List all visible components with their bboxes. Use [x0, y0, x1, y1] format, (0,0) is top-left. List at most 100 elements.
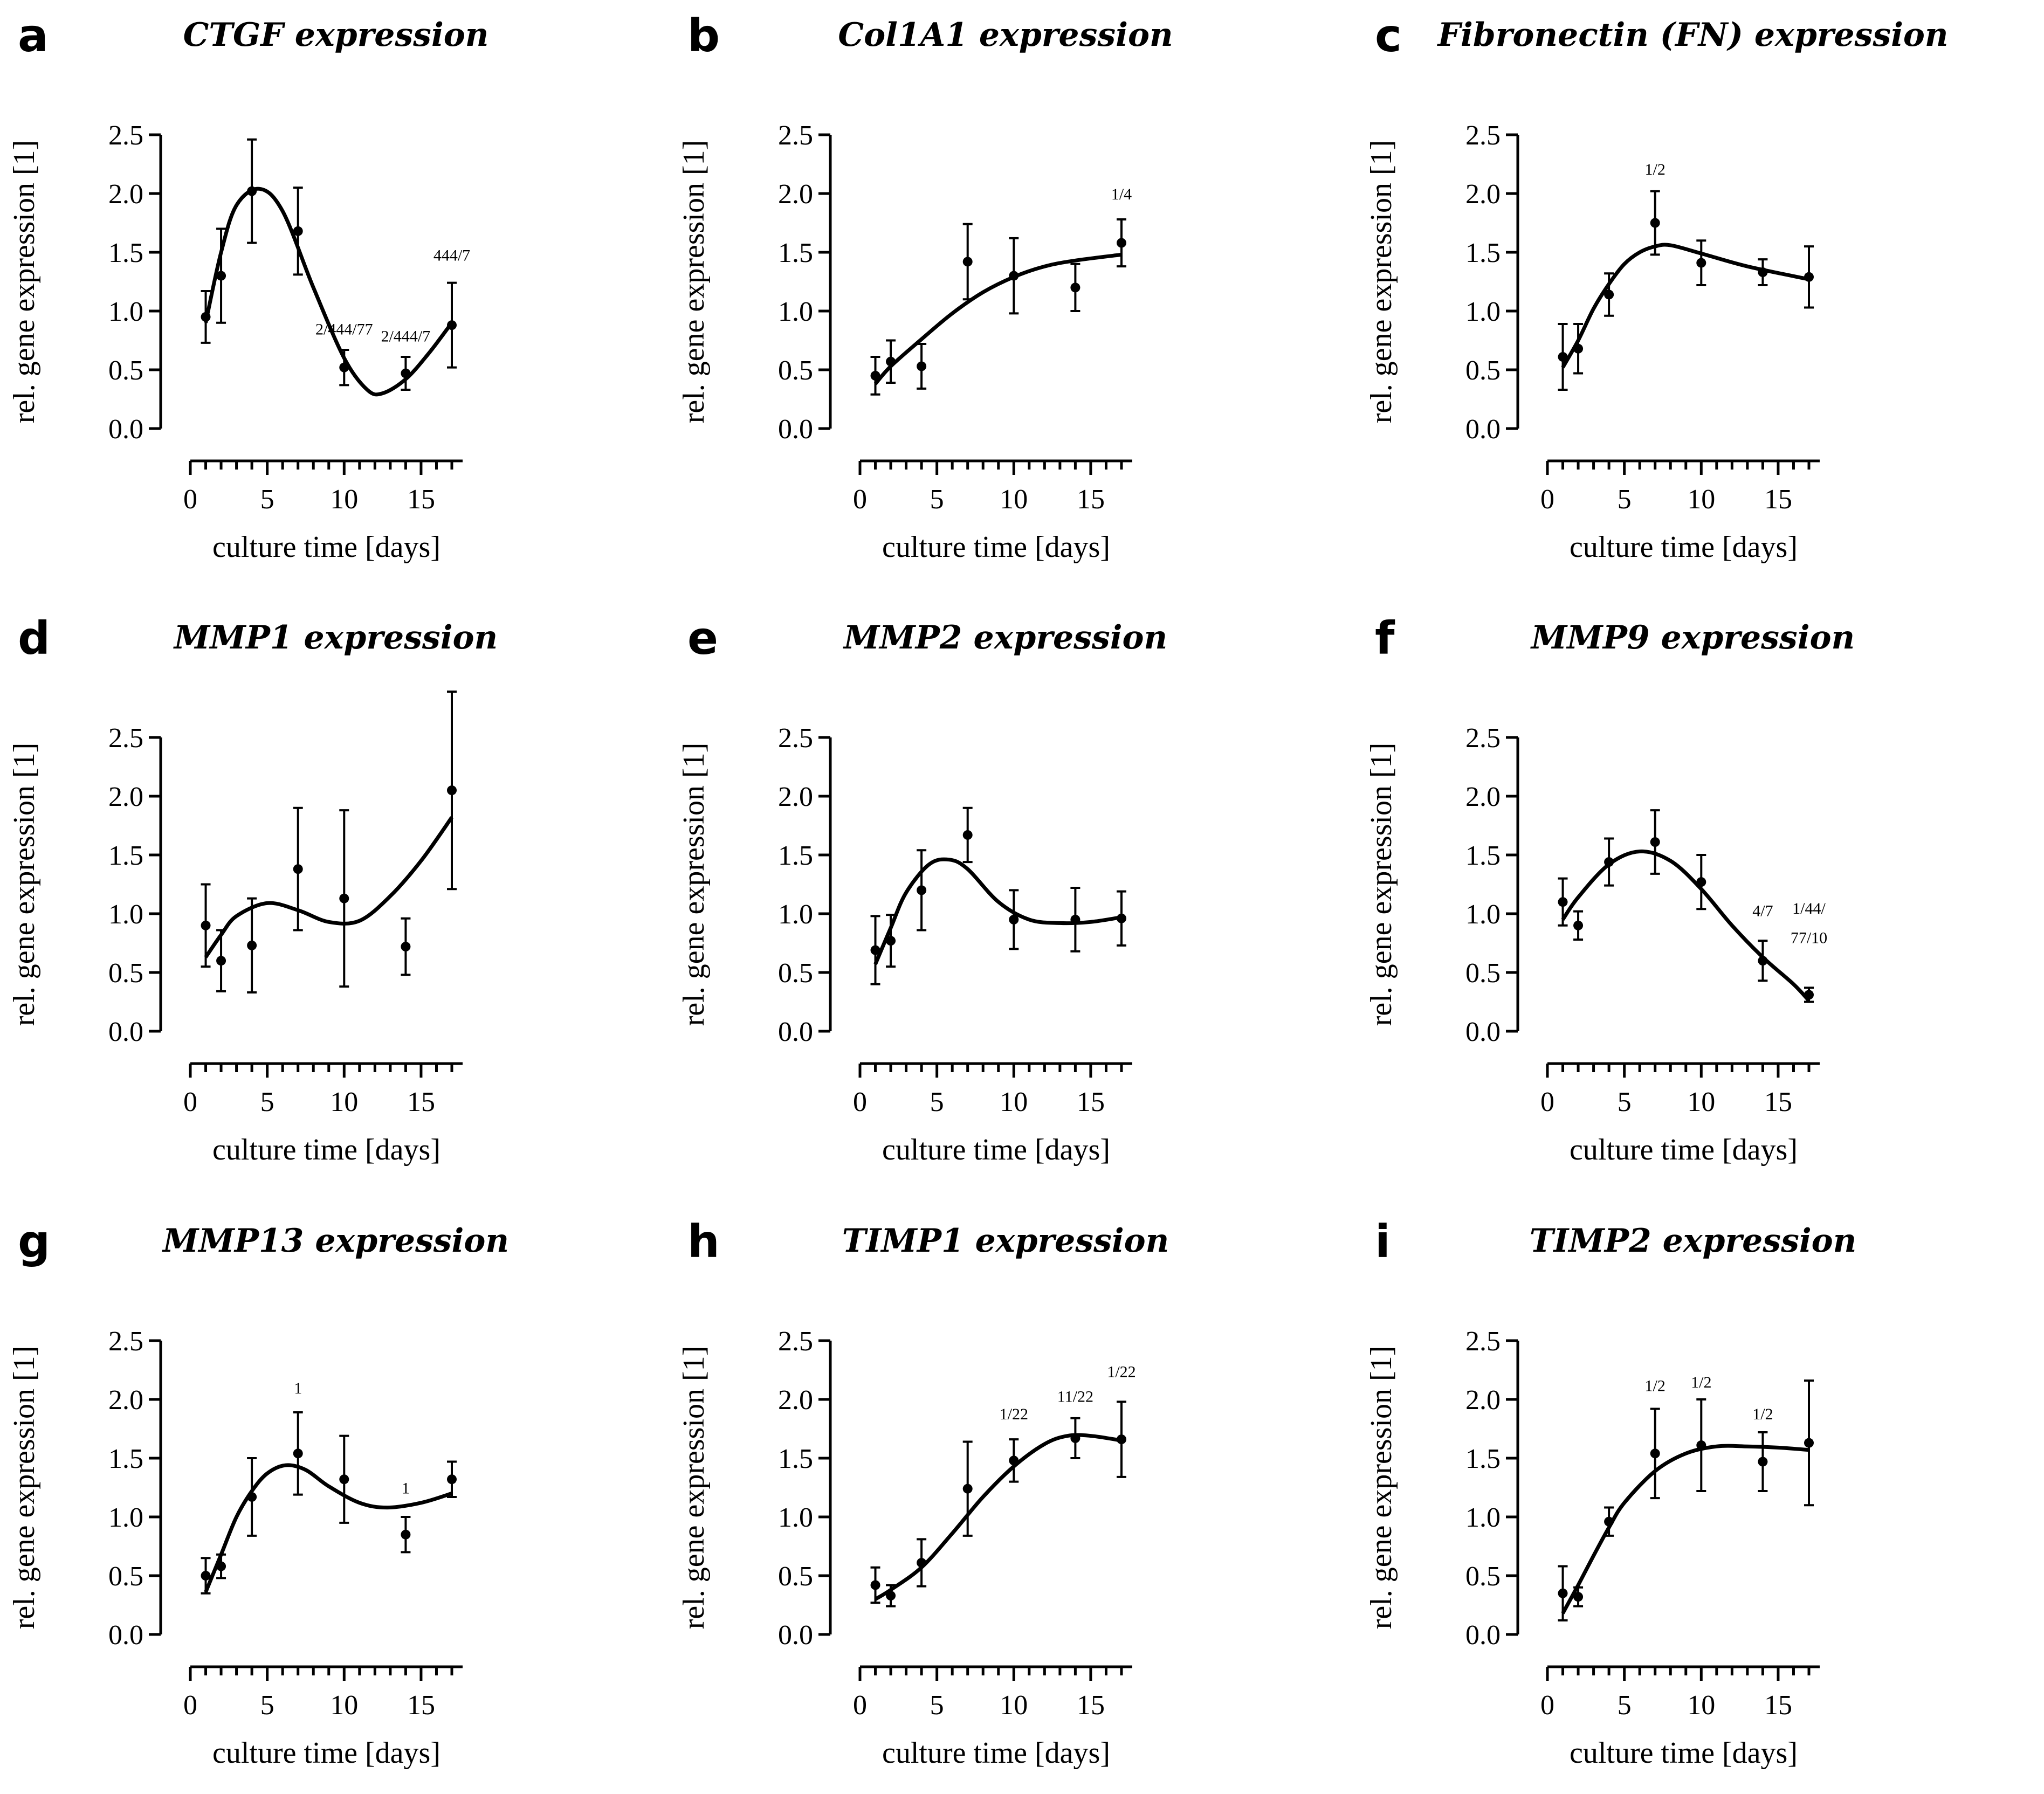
significance-label: 444/7 [433, 246, 470, 264]
x-tick-label: 15 [407, 1690, 435, 1721]
x-tick-label: 0 [853, 1690, 867, 1721]
data-point-group [1758, 940, 1768, 982]
data-point [1070, 914, 1081, 924]
data-point-group [339, 348, 349, 387]
chart-panel-f: f MMP9 expression 0.0 0.5 1.0 1.5 2.0 2.5 rel. g… [1365, 612, 1855, 1167]
panel-title: MMP2 expression [843, 619, 1167, 657]
panel-title: MMP9 expression [1530, 619, 1855, 657]
data-point-group [1558, 322, 1568, 391]
x-axis-label: culture time [days] [212, 1133, 441, 1167]
data-point-group [216, 929, 226, 992]
data-point-group [1604, 837, 1614, 887]
y-tick-label: 1.0 [108, 1502, 143, 1533]
data-point-group [1758, 1431, 1768, 1493]
x-axis-label: culture time [days] [212, 1736, 441, 1770]
fit-curve [1561, 243, 1809, 369]
data-point [293, 226, 303, 236]
data-point [216, 1561, 226, 1571]
data-point-group [1573, 322, 1584, 375]
y-tick-label: 0.5 [108, 1561, 143, 1592]
data-point [201, 312, 211, 322]
significance-label: 1/22 [1000, 1405, 1028, 1423]
panel-letter: g [18, 1215, 50, 1268]
chart-panel-h: h TIMP1 expression 0.0 0.5 1.0 1.5 2.0 2.5 rel. … [677, 1215, 1169, 1770]
y-tick-label: 0.0 [1465, 414, 1501, 445]
y-axis-label: rel. gene expression [1] [8, 140, 41, 424]
data-point-group [1804, 245, 1814, 309]
data-point-group [247, 1457, 257, 1537]
x-tick-label: 10 [1687, 484, 1715, 515]
data-point [886, 356, 896, 367]
data-point [1573, 920, 1584, 930]
significance-label: 4/7 [1752, 902, 1773, 920]
y-tick-label: 0.5 [778, 1561, 813, 1592]
x-tick-label: 5 [1618, 1087, 1632, 1117]
y-tick-label: 0.0 [778, 414, 813, 445]
data-point-group [1009, 889, 1019, 950]
x-tick-label: 0 [183, 1690, 197, 1721]
panel-title: TIMP2 expression [1530, 1222, 1857, 1260]
panel-title: CTGF expression [183, 16, 489, 54]
y-tick-label: 2.5 [108, 120, 143, 151]
y-tick-label: 0.5 [108, 355, 143, 386]
data-point [962, 830, 973, 840]
y-tick-label: 1.5 [1465, 840, 1501, 871]
panel-title: MMP1 expression [173, 619, 498, 657]
y-tick-label: 0.0 [108, 1017, 143, 1047]
data-point [247, 186, 257, 196]
panel-title: Col1A1 expression [838, 16, 1173, 54]
y-tick-label: 1.0 [1465, 899, 1501, 930]
data-point-group [201, 289, 211, 344]
y-tick-label: 0.0 [778, 1017, 813, 1047]
data-point-group [293, 806, 303, 932]
significance-label: 1/2 [1645, 161, 1666, 178]
x-tick-label: 10 [1687, 1690, 1715, 1721]
data-point-group [886, 339, 896, 384]
x-tick-label: 5 [260, 1087, 274, 1117]
data-point [447, 320, 457, 330]
x-tick-label: 0 [1540, 1087, 1554, 1117]
data-point-group [870, 356, 880, 396]
data-point-group [917, 849, 927, 932]
data-point [886, 1591, 896, 1601]
data-point-group [339, 809, 349, 988]
data-point [886, 936, 896, 946]
x-tick-label: 0 [1540, 484, 1554, 515]
data-point-group [447, 1460, 457, 1498]
chart-panel-e: e MMP2 expression 0.0 0.5 1.0 1.5 2.0 2.5 rel. g… [677, 612, 1167, 1167]
significance-label: 1 [294, 1379, 302, 1397]
significance-label: 1/22 [1107, 1363, 1135, 1381]
data-point-group [1070, 1417, 1081, 1459]
data-point [401, 368, 411, 378]
significance-label: 1/2 [1752, 1405, 1773, 1423]
data-point-group [1604, 1506, 1614, 1537]
y-tick-label: 0.0 [778, 1620, 813, 1651]
data-point-group [447, 281, 457, 369]
y-tick-label: 2.5 [1465, 1326, 1501, 1357]
panel-letter: f [1375, 612, 1395, 665]
y-tick-label: 0.5 [108, 958, 143, 989]
fit-curve [873, 252, 1122, 385]
y-tick-label: 2.0 [108, 179, 143, 210]
data-point-group [216, 1553, 226, 1579]
panel-letter: d [18, 612, 50, 665]
panel-title: TIMP1 expression [842, 1222, 1169, 1260]
data-point-group [962, 806, 973, 864]
data-point-group [247, 897, 257, 994]
data-point [1604, 289, 1614, 300]
y-tick-label: 2.0 [778, 179, 813, 210]
chart-panel-i: i TIMP2 expression 0.0 0.5 1.0 1.5 2.0 2.5 rel. … [1365, 1215, 1856, 1770]
data-point-group [216, 227, 226, 324]
y-tick-label: 1.0 [1465, 1502, 1501, 1533]
data-point [216, 271, 226, 281]
data-point [1696, 1440, 1706, 1451]
x-tick-label: 15 [1077, 1087, 1105, 1117]
x-tick-label: 15 [1077, 484, 1105, 515]
x-axis-label: culture time [days] [1570, 530, 1798, 564]
y-tick-label: 2.0 [1465, 1385, 1501, 1416]
y-axis-label: rel. gene expression [1] [8, 1346, 41, 1630]
y-tick-label: 1.5 [108, 840, 143, 871]
fit-curve [873, 857, 1122, 965]
x-axis-label: culture time [days] [1570, 1736, 1798, 1770]
